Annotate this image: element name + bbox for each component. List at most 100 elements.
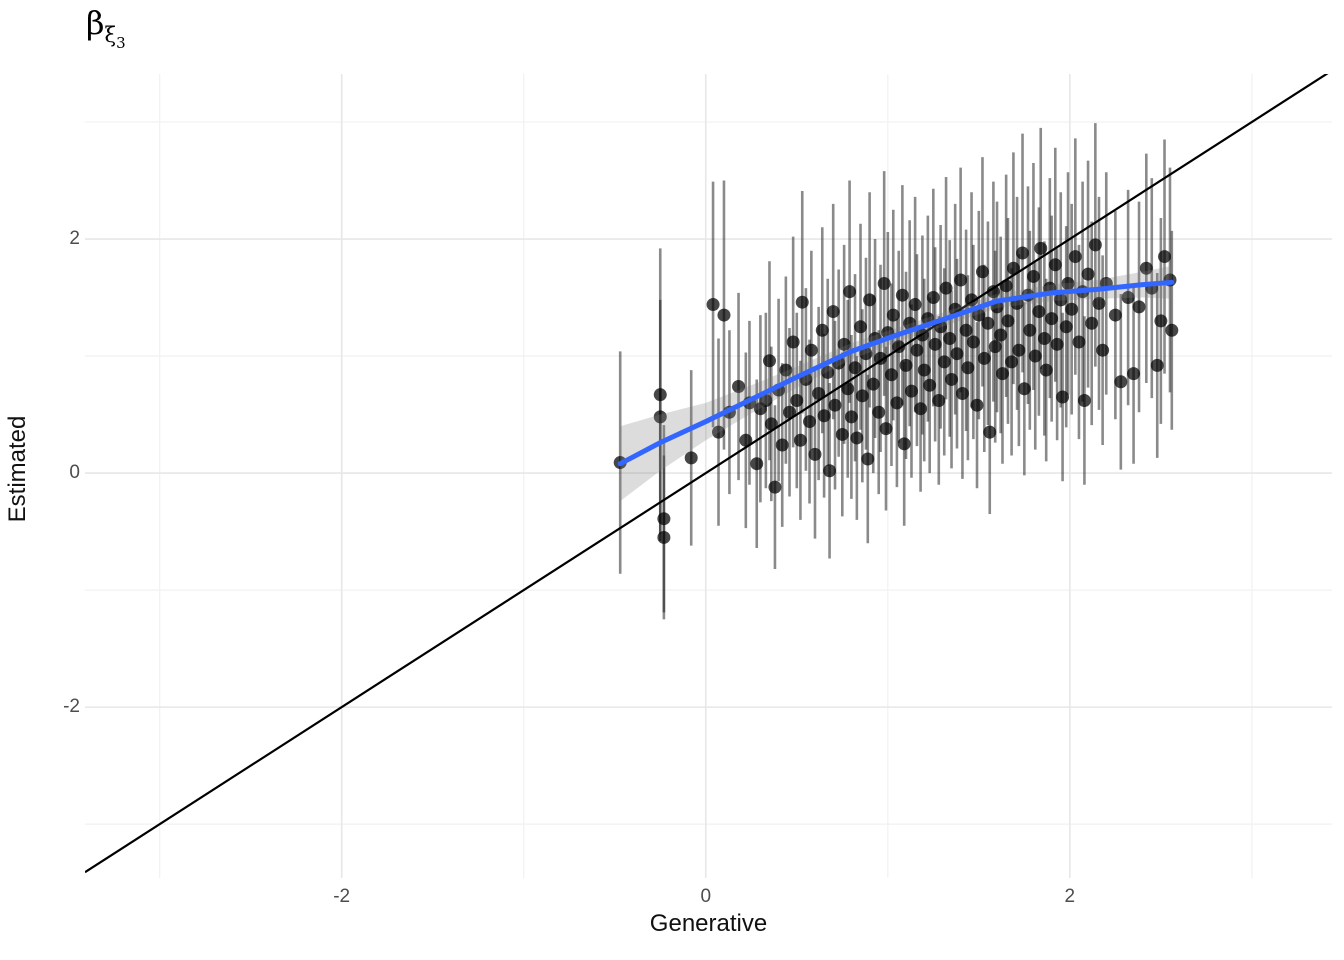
data-point — [1017, 382, 1031, 396]
data-point — [1039, 363, 1053, 377]
data-point — [872, 405, 886, 419]
data-point — [790, 394, 804, 408]
data-point — [1127, 367, 1141, 381]
data-point — [854, 320, 868, 334]
data-point — [1065, 302, 1079, 316]
data-point — [812, 386, 826, 400]
data-point — [653, 388, 667, 402]
data-point — [717, 308, 731, 322]
data-point — [657, 530, 671, 544]
data-point — [1061, 276, 1075, 290]
data-point — [1092, 296, 1106, 310]
data-point — [762, 354, 776, 368]
data-point — [1096, 343, 1110, 357]
plot-title-symbol: β — [86, 4, 105, 42]
data-point — [981, 316, 995, 330]
data-point — [1045, 312, 1059, 326]
data-point — [899, 358, 913, 372]
data-point — [815, 323, 829, 337]
data-point — [759, 394, 773, 408]
data-point — [1072, 335, 1086, 349]
data-point — [1121, 291, 1135, 305]
data-point — [908, 298, 922, 312]
data-point — [1139, 261, 1153, 275]
data-point — [1001, 314, 1015, 328]
data-point — [808, 447, 822, 461]
data-point — [923, 378, 937, 392]
data-point — [843, 285, 857, 299]
data-point — [897, 437, 911, 451]
data-point — [828, 398, 842, 412]
data-point — [884, 368, 898, 382]
data-point — [910, 343, 924, 357]
data-point — [1132, 300, 1146, 314]
data-point — [1114, 375, 1128, 389]
plot-title-subscript: ξ — [104, 23, 117, 47]
data-point — [859, 347, 873, 361]
data-point — [1059, 320, 1073, 334]
data-point — [1012, 343, 1026, 357]
data-point — [821, 365, 835, 379]
data-point — [928, 337, 942, 351]
y-tick-label: 2 — [69, 228, 80, 249]
data-point — [1005, 355, 1019, 369]
data-point — [684, 451, 698, 465]
data-point — [732, 379, 746, 393]
data-point — [1056, 390, 1070, 404]
data-point — [657, 512, 671, 526]
data-point — [986, 285, 1000, 299]
data-point — [803, 415, 817, 429]
data-point — [939, 281, 953, 295]
data-point — [779, 363, 793, 377]
data-point — [954, 273, 968, 287]
data-point — [850, 431, 864, 445]
data-point — [950, 347, 964, 361]
data-point — [955, 386, 969, 400]
data-point — [1154, 314, 1168, 328]
data-point — [1023, 323, 1037, 337]
x-tick-label: -2 — [333, 886, 351, 907]
data-point — [1081, 267, 1095, 281]
data-point — [914, 402, 928, 416]
data-point — [775, 438, 789, 452]
data-point — [926, 291, 940, 305]
data-layers — [85, 74, 1329, 874]
data-point — [835, 427, 849, 441]
plot-title-subsubscript: 3 — [116, 34, 126, 52]
data-point — [1026, 269, 1040, 283]
data-point — [739, 433, 753, 447]
data-point — [966, 335, 980, 349]
data-point — [848, 361, 862, 375]
data-point — [983, 425, 997, 439]
data-point — [768, 480, 782, 494]
data-point — [994, 328, 1008, 342]
data-point — [1006, 261, 1020, 275]
data-point — [1085, 316, 1099, 330]
data-point — [904, 384, 918, 398]
data-point — [750, 457, 764, 471]
data-point — [1150, 358, 1164, 372]
data-point — [653, 410, 667, 424]
data-point — [764, 417, 778, 431]
data-point — [837, 337, 851, 351]
data-point — [1068, 250, 1082, 264]
data-point — [783, 405, 797, 419]
data-point — [961, 361, 975, 375]
y-tick-label: 0 — [69, 462, 80, 484]
data-point — [1077, 394, 1091, 408]
y-tick-label: -2 — [63, 696, 80, 718]
data-point — [996, 367, 1010, 381]
data-point — [932, 394, 946, 408]
data-point — [890, 396, 904, 410]
data-point — [895, 288, 909, 302]
data-point — [1034, 241, 1048, 255]
data-point — [844, 410, 858, 424]
data-point — [945, 372, 959, 386]
data-point — [804, 343, 818, 357]
data-point — [959, 323, 973, 337]
data-point — [841, 382, 855, 396]
identity-line — [85, 74, 1329, 874]
data-point — [988, 340, 1002, 354]
data-point — [823, 464, 837, 478]
data-point — [937, 355, 951, 369]
